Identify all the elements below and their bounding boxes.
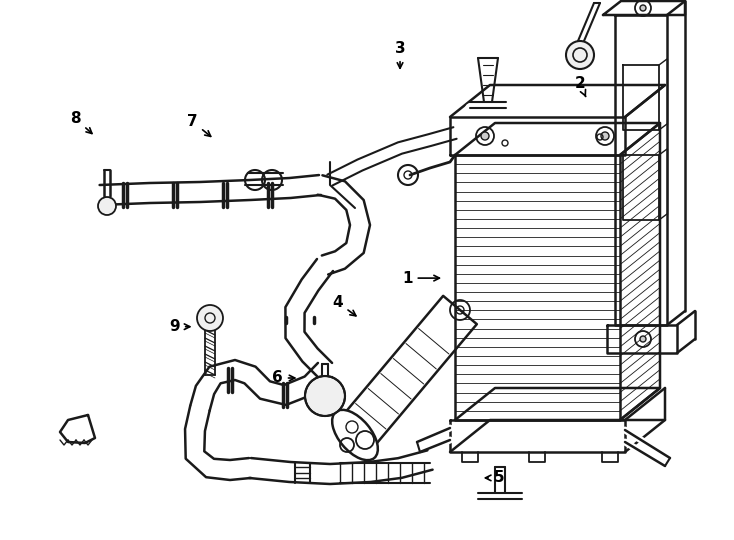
Text: 7: 7 xyxy=(187,114,211,137)
Circle shape xyxy=(481,132,489,140)
Circle shape xyxy=(640,5,646,11)
Text: 2: 2 xyxy=(575,76,586,97)
Text: 6: 6 xyxy=(272,370,295,386)
Text: 8: 8 xyxy=(70,111,92,133)
Text: 5: 5 xyxy=(485,470,504,485)
Text: 3: 3 xyxy=(395,41,405,68)
Text: 4: 4 xyxy=(333,295,356,316)
Circle shape xyxy=(640,336,646,342)
Circle shape xyxy=(98,197,116,215)
Circle shape xyxy=(197,305,223,331)
Circle shape xyxy=(305,376,345,416)
Circle shape xyxy=(601,132,609,140)
Text: 1: 1 xyxy=(402,271,440,286)
Text: 9: 9 xyxy=(170,319,190,334)
Ellipse shape xyxy=(333,410,378,460)
Circle shape xyxy=(566,41,594,69)
